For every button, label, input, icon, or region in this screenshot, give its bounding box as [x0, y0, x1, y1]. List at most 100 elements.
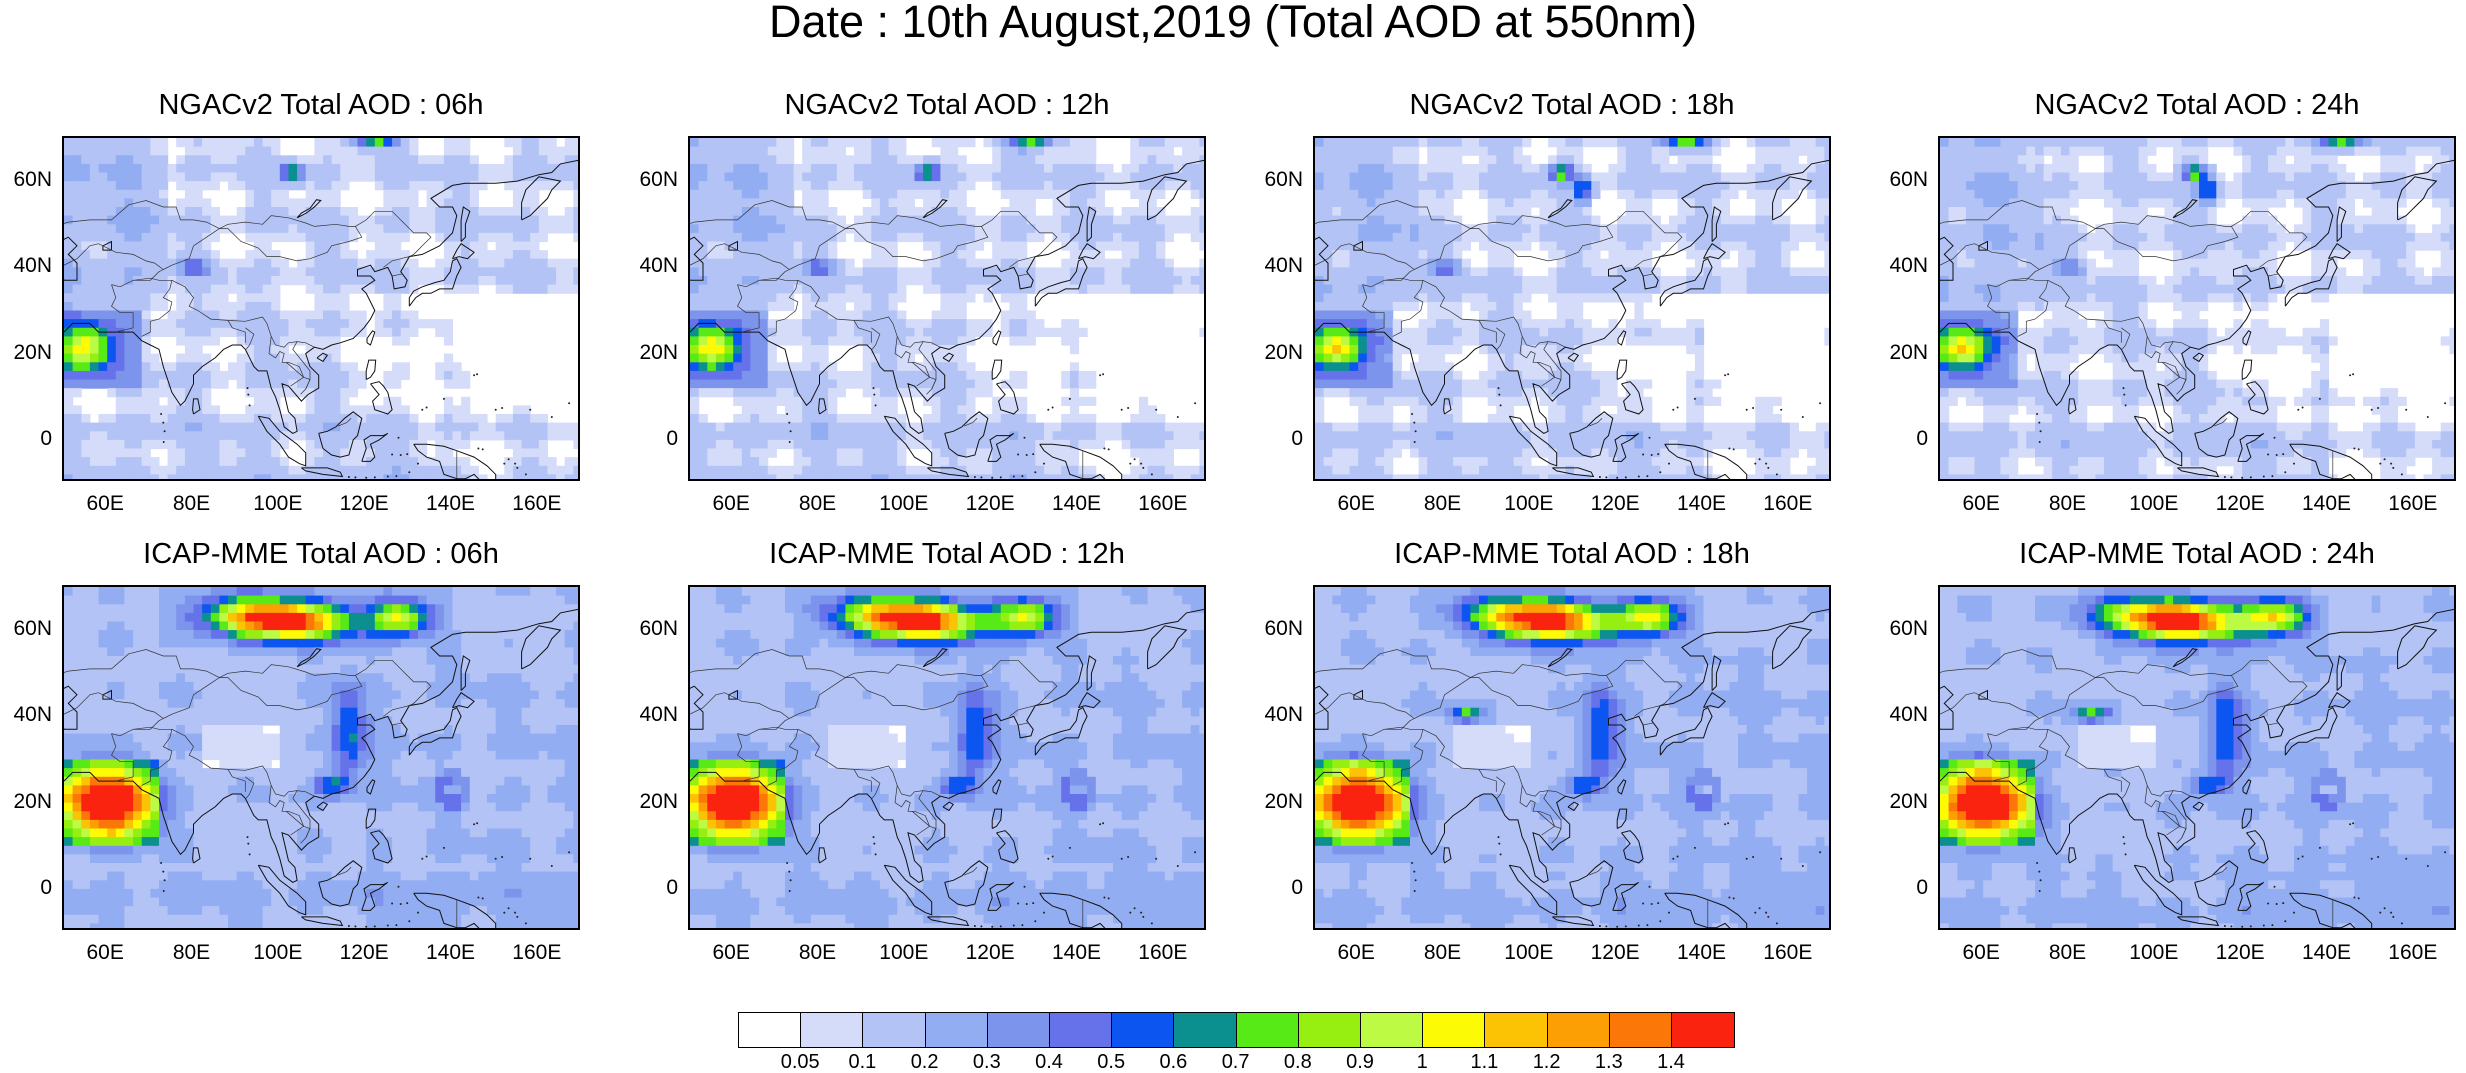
lat-tick-label: 60N: [1878, 618, 1928, 639]
island: [1099, 374, 1101, 376]
island: [1127, 407, 1129, 409]
island: [1024, 437, 1026, 439]
island: [551, 416, 553, 418]
island: [1142, 467, 1144, 469]
island: [2390, 463, 2392, 465]
island: [400, 454, 402, 456]
island: [1649, 437, 1651, 439]
island: [2250, 476, 2252, 478]
lon-tick-label: 80E: [783, 493, 853, 514]
island: [495, 409, 497, 411]
island: [2250, 925, 2252, 927]
island: [2412, 929, 2414, 930]
island: [516, 467, 518, 469]
island: [2284, 471, 2286, 473]
island: [2040, 430, 2042, 432]
lat-tick-label: 0: [628, 428, 678, 449]
aod-field: [1315, 587, 1831, 930]
island: [991, 926, 993, 928]
lon-tick-label: 120E: [329, 493, 399, 514]
island: [2352, 822, 2354, 824]
lon-tick-label: 80E: [157, 493, 227, 514]
coastline: [993, 331, 1001, 345]
lat-tick-label: 0: [628, 877, 678, 898]
island: [786, 862, 788, 864]
lon-tick-label: 80E: [783, 942, 853, 963]
island: [2282, 453, 2284, 455]
colorbar-swatch: [1298, 1012, 1362, 1048]
island: [1616, 477, 1618, 479]
lat-tick-label: 20N: [1878, 342, 1928, 363]
island: [2377, 407, 2379, 409]
lat-tick-label: 20N: [2, 791, 52, 812]
island: [2427, 416, 2429, 418]
lon-tick-label: 120E: [1580, 942, 1650, 963]
lat-tick-label: 60N: [2, 169, 52, 190]
aod-field: [1940, 587, 2456, 930]
island: [2379, 912, 2381, 914]
island: [514, 912, 516, 914]
island: [788, 422, 790, 424]
lon-tick-label: 160E: [1753, 493, 1823, 514]
island: [395, 924, 397, 926]
island: [1069, 847, 1071, 849]
island: [2293, 463, 2295, 465]
island: [1194, 851, 1196, 853]
island: [354, 925, 356, 927]
island: [1754, 463, 1756, 465]
island: [164, 879, 166, 881]
island: [2297, 409, 2299, 411]
island: [1032, 453, 1034, 455]
island: [2349, 823, 2351, 825]
island: [247, 836, 249, 838]
island: [1754, 912, 1756, 914]
island: [2276, 454, 2278, 456]
island: [786, 413, 788, 415]
colorbar-label: 0.05: [770, 1052, 830, 1072]
aod-map-panel: [1313, 136, 1831, 481]
lon-tick-label: 120E: [329, 942, 399, 963]
island: [2039, 890, 2041, 892]
island: [1498, 843, 1500, 845]
lon-tick-label: 160E: [1128, 942, 1198, 963]
lon-tick-label: 60E: [696, 942, 766, 963]
island: [1140, 463, 1142, 465]
island: [1043, 463, 1045, 465]
lat-tick-label: 0: [1878, 428, 1928, 449]
island: [790, 879, 792, 881]
lat-tick-label: 60N: [2, 618, 52, 639]
island: [529, 409, 531, 411]
lat-tick-label: 20N: [1253, 342, 1303, 363]
island: [1000, 925, 1002, 927]
island: [365, 477, 367, 479]
island: [1017, 903, 1019, 905]
lon-tick-label: 140E: [1042, 493, 1112, 514]
lon-tick-label: 100E: [243, 493, 313, 514]
lon-tick-label: 60E: [1946, 493, 2016, 514]
island: [1642, 903, 1644, 905]
island: [2302, 856, 2304, 858]
lon-tick-label: 160E: [1128, 493, 1198, 514]
island: [501, 407, 503, 409]
island: [421, 858, 423, 860]
island: [2384, 458, 2386, 460]
island: [2444, 402, 2446, 404]
island: [395, 475, 397, 477]
island: [1694, 398, 1696, 400]
island: [2224, 476, 2226, 478]
island: [1013, 925, 1015, 927]
lat-tick-label: 20N: [1878, 791, 1928, 812]
colorbar-label: 0.5: [1081, 1052, 1141, 1072]
island: [2271, 924, 2273, 926]
lat-tick-label: 40N: [1878, 704, 1928, 725]
island: [1780, 409, 1782, 411]
island: [536, 929, 538, 930]
island: [1017, 454, 1019, 456]
colorbar-swatch: [1422, 1012, 1486, 1048]
island: [387, 476, 389, 478]
island: [1142, 916, 1144, 918]
figure-title: Date : 10th August,2019 (Total AOD at 55…: [0, 0, 2466, 44]
island: [1069, 398, 1071, 400]
island: [354, 476, 356, 478]
island: [1151, 473, 1153, 475]
